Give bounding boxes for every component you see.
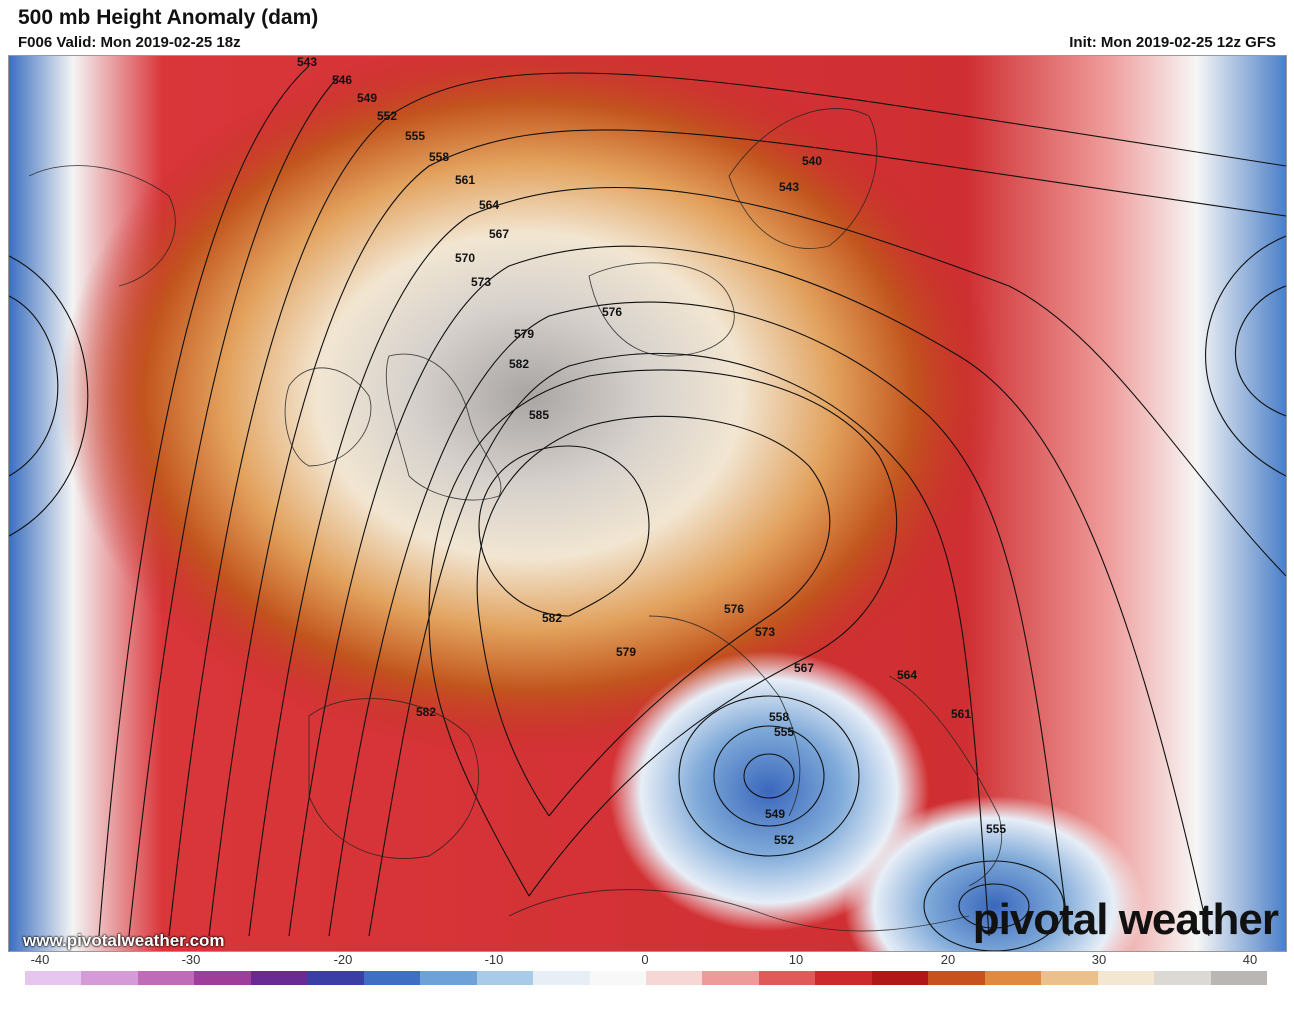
scale-tick: 20 bbox=[940, 952, 956, 967]
colorbar-swatch bbox=[250, 971, 308, 985]
contour-label: 585 bbox=[529, 408, 549, 422]
ridge-anomaly bbox=[59, 56, 999, 756]
scale-tick: -40 bbox=[30, 952, 50, 967]
colorbar-swatch bbox=[476, 971, 534, 985]
scale-tick: -10 bbox=[484, 952, 504, 967]
contour-label: 576 bbox=[602, 305, 622, 319]
cutoff-low bbox=[609, 651, 929, 931]
colorbar-swatch bbox=[307, 971, 365, 985]
website-url[interactable]: www.pivotalweather.com bbox=[23, 931, 225, 950]
contour-label: 540 bbox=[802, 154, 822, 168]
colorbar-swatch bbox=[815, 971, 873, 985]
scale-tick: -30 bbox=[181, 952, 201, 967]
colorbar-swatch bbox=[702, 971, 760, 985]
contour-label: 567 bbox=[794, 661, 814, 675]
anomaly-map[interactable]: 543 546 549 552 555 558 561 564 567 570 … bbox=[8, 55, 1287, 952]
southeast-low bbox=[844, 796, 1144, 951]
colorbar bbox=[25, 971, 1268, 985]
contour-label: 561 bbox=[951, 707, 971, 721]
contour-label: 543 bbox=[779, 180, 799, 194]
coastlines bbox=[28, 108, 1003, 932]
contour-label: 564 bbox=[897, 668, 917, 682]
contour-label: 576 bbox=[724, 602, 744, 616]
contour-label: 564 bbox=[479, 198, 499, 212]
contour-label: 546 bbox=[332, 73, 352, 87]
contour-label: 549 bbox=[765, 807, 785, 821]
contour-label: 579 bbox=[616, 645, 636, 659]
colorbar-swatch bbox=[1041, 971, 1099, 985]
scale-tick: 30 bbox=[1091, 952, 1107, 967]
colorbar-swatch bbox=[589, 971, 647, 985]
color-scale: -40 -30 -20 -10 0 10 20 30 40 bbox=[25, 952, 1268, 1002]
colorbar-swatch bbox=[1154, 971, 1212, 985]
scale-tick: -20 bbox=[333, 952, 353, 967]
contour-label: 567 bbox=[489, 227, 509, 241]
colorbar-swatch bbox=[363, 971, 421, 985]
colorbar-swatch bbox=[81, 971, 139, 985]
chart-title: 500 mb Height Anomaly (dam) bbox=[18, 6, 319, 29]
colorbar-swatch bbox=[871, 971, 929, 985]
init-time: Init: Mon 2019-02-25 12z GFS bbox=[1069, 34, 1276, 51]
colorbar-swatch bbox=[1210, 971, 1268, 985]
contour-label: 555 bbox=[774, 725, 794, 739]
contour-label: 561 bbox=[455, 173, 475, 187]
contour-label: 549 bbox=[357, 91, 377, 105]
colorbar-swatch bbox=[1097, 971, 1155, 985]
colorbar-swatch bbox=[646, 971, 703, 985]
contour-label: 543 bbox=[297, 56, 317, 69]
contour-label: 552 bbox=[377, 109, 397, 123]
height-contours bbox=[9, 65, 1286, 951]
colorbar-swatch bbox=[984, 971, 1042, 985]
pivotal-weather-logo: pivotal weather bbox=[972, 895, 1279, 944]
colorbar-swatch bbox=[420, 971, 478, 985]
scale-tick: 0 bbox=[641, 952, 649, 967]
valid-time: F006 Valid: Mon 2019-02-25 18z bbox=[18, 34, 241, 51]
colorbar-swatch bbox=[533, 971, 591, 985]
contour-label: 555 bbox=[986, 822, 1006, 836]
colorbar-swatch bbox=[758, 971, 816, 985]
contour-label: 570 bbox=[455, 251, 475, 265]
colorbar-swatch bbox=[194, 971, 252, 985]
contour-label: 579 bbox=[514, 327, 534, 341]
contour-labels: 543 546 549 552 555 558 561 564 567 570 … bbox=[297, 56, 1006, 847]
contour-label: 558 bbox=[429, 150, 449, 164]
contour-label: 558 bbox=[769, 710, 789, 724]
contour-label: 555 bbox=[405, 129, 425, 143]
contour-label: 582 bbox=[509, 357, 529, 371]
colorbar-swatch bbox=[928, 971, 986, 985]
colorbar-swatch bbox=[25, 971, 82, 985]
contour-label: 582 bbox=[416, 705, 436, 719]
contour-label: 573 bbox=[471, 275, 491, 289]
contour-label: 573 bbox=[755, 625, 775, 639]
scale-tick: 10 bbox=[788, 952, 804, 967]
contour-label: 552 bbox=[774, 833, 794, 847]
contour-label: 582 bbox=[542, 611, 562, 625]
scale-tick: 40 bbox=[1242, 952, 1258, 967]
map-canvas: 543 546 549 552 555 558 561 564 567 570 … bbox=[9, 56, 1286, 951]
colorbar-swatch bbox=[137, 971, 195, 985]
